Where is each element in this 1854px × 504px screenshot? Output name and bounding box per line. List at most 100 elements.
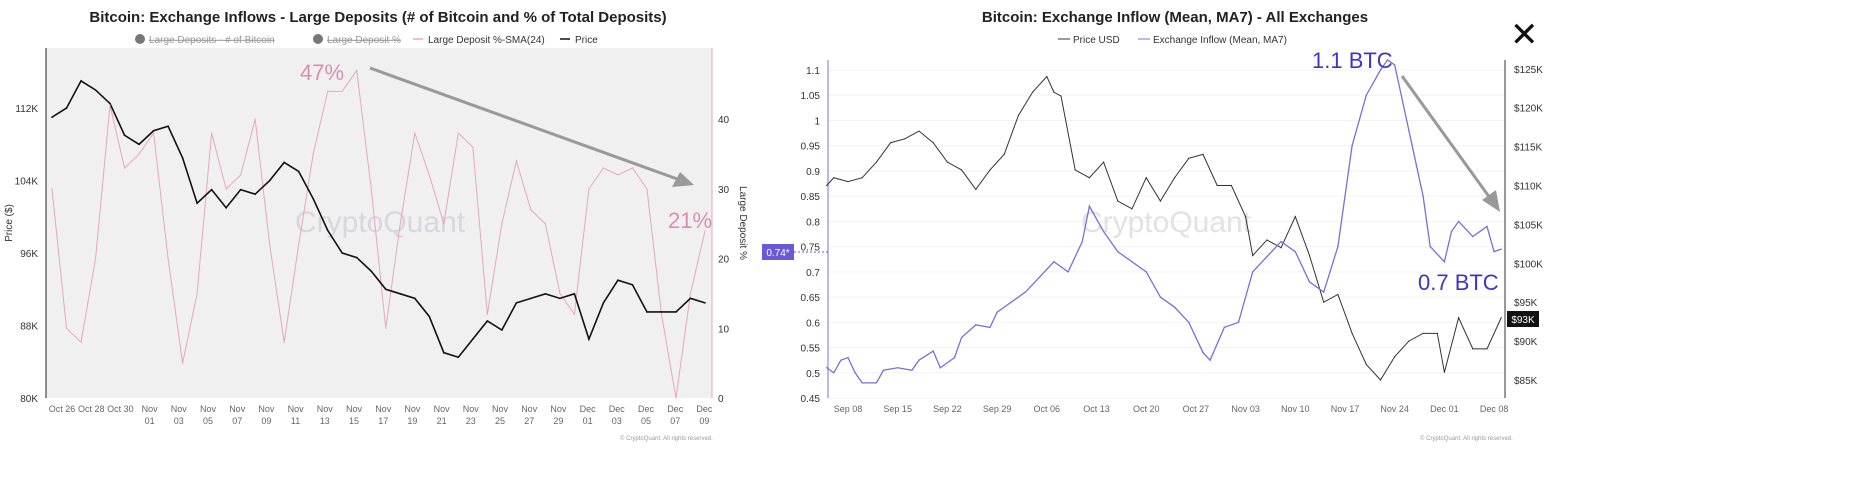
price-point xyxy=(704,302,706,304)
price-usd-point xyxy=(1443,371,1445,373)
y2-tick-label: $90K xyxy=(1514,337,1538,348)
deposit-point xyxy=(123,167,126,169)
x-tick-label: Nov 10 xyxy=(1281,404,1310,414)
x-tick-label: Sep 29 xyxy=(983,404,1012,414)
deposit-point xyxy=(283,341,285,343)
x-tick-label: Nov xyxy=(200,404,217,414)
deposit-point xyxy=(312,153,314,155)
inflow-point xyxy=(1323,291,1325,293)
y2-tick-label: 20 xyxy=(718,255,730,266)
annotation-1-1-btc: 1.1 BTC xyxy=(1312,48,1393,73)
price-usd-point xyxy=(1458,317,1460,319)
x-tick-label: 27 xyxy=(524,416,534,426)
price-point xyxy=(283,161,285,164)
annotation-21: 21% xyxy=(668,208,712,233)
x-tick-label: Nov xyxy=(550,404,567,414)
y-tick-label: 0.5 xyxy=(806,369,820,380)
price-usd-point xyxy=(826,184,828,187)
legend-marker xyxy=(135,34,145,44)
price-point xyxy=(210,188,213,191)
inflow-point xyxy=(1117,250,1119,253)
inflow-point xyxy=(1010,301,1012,303)
deposit-point xyxy=(356,69,358,72)
legend-item[interactable]: Large Deposit %-SMA(24) xyxy=(428,35,545,46)
y2-tick-label: $120K xyxy=(1514,104,1543,115)
y2-tick-label: $95K xyxy=(1514,298,1538,309)
price-point xyxy=(254,193,256,195)
x-tick-label: 09 xyxy=(261,416,271,426)
x-tick-label: Nov xyxy=(521,404,538,414)
inflow-point xyxy=(1131,261,1133,263)
x-tick-label: Sep 15 xyxy=(883,404,912,414)
price-usd-point xyxy=(1216,184,1218,187)
deposit-point xyxy=(51,188,53,190)
price-usd-point xyxy=(1230,184,1232,187)
x-tick-label: Nov xyxy=(258,404,275,414)
price-point xyxy=(675,311,677,313)
price-point xyxy=(225,206,227,209)
price-usd-point xyxy=(1408,340,1410,342)
legend-item: Price USD xyxy=(1073,35,1120,46)
price-usd-point xyxy=(1074,169,1076,171)
deposit-point xyxy=(341,90,343,92)
x-tick-label: 29 xyxy=(553,416,563,426)
x-tick-label: Nov xyxy=(288,404,305,414)
price-usd-point xyxy=(1131,208,1133,210)
x-tick-label: 01 xyxy=(583,416,593,426)
deposit-point xyxy=(327,90,329,92)
deposit-point xyxy=(94,258,97,260)
price-usd-point xyxy=(1117,200,1119,202)
price-point xyxy=(384,288,387,291)
legend-item[interactable]: Price xyxy=(575,35,598,46)
price-point xyxy=(544,293,547,295)
price-usd-point xyxy=(1053,91,1055,93)
price-usd-point xyxy=(1500,317,1502,319)
legend-item: Exchange Inflow (Mean, MA7) xyxy=(1153,35,1287,46)
y-tick-label: 0.6 xyxy=(806,318,820,329)
price-badge-label: $93K xyxy=(1511,315,1535,326)
inflow-point xyxy=(1337,245,1339,248)
deposit-point xyxy=(225,188,227,190)
y-tick-label: 0.9 xyxy=(806,167,820,178)
footer: © CryptoQuant. All rights reserved. xyxy=(1420,435,1513,442)
deposit-point xyxy=(254,118,256,120)
x-tick-label: 05 xyxy=(203,416,213,426)
inflow-point xyxy=(1450,230,1453,233)
price-badge xyxy=(1507,311,1539,327)
y-tick-label: 0.85 xyxy=(801,192,821,203)
price-point xyxy=(326,229,329,232)
deposit-point xyxy=(675,397,677,399)
x-tick-label: Dec xyxy=(696,404,713,414)
inflow-point xyxy=(1173,306,1176,308)
x-tick-label: Dec xyxy=(667,404,684,414)
price-point xyxy=(472,338,474,340)
x-tick-label: Oct 06 xyxy=(1034,404,1061,414)
price-point xyxy=(152,129,155,132)
y-tick-label: 1 xyxy=(814,116,820,127)
price-usd-point xyxy=(1266,239,1268,241)
price-usd-point xyxy=(1046,75,1048,78)
close-icon[interactable]: ✕ xyxy=(1510,16,1539,54)
deposit-point xyxy=(211,132,213,134)
inflow-point xyxy=(1351,144,1353,147)
price-usd-point xyxy=(1188,157,1190,159)
deposit-point xyxy=(544,223,546,225)
x-tick-label: Dec xyxy=(580,404,597,414)
y2-tick-label: 10 xyxy=(718,324,730,335)
price-point xyxy=(617,279,619,282)
legend-item[interactable]: Large Deposits - # of Bitcoin xyxy=(149,35,275,46)
inflow-point xyxy=(918,359,920,361)
price-point xyxy=(689,297,692,300)
annotation-47: 47% xyxy=(300,60,344,85)
x-tick-label: 09 xyxy=(699,416,709,426)
inflow-point xyxy=(1039,276,1041,278)
deposit-point xyxy=(631,167,634,169)
y-tick-label: 1.1 xyxy=(806,66,820,77)
x-tick-label: Oct 26 xyxy=(49,404,76,414)
x-tick-label: Nov 17 xyxy=(1331,404,1360,414)
chart-title: Bitcoin: Exchange Inflow (Mean, MA7) - A… xyxy=(982,9,1368,26)
price-usd-point xyxy=(1486,348,1488,350)
price-point xyxy=(413,297,416,300)
price-point xyxy=(355,256,358,259)
legend-item[interactable]: Large Deposit % xyxy=(327,35,401,46)
